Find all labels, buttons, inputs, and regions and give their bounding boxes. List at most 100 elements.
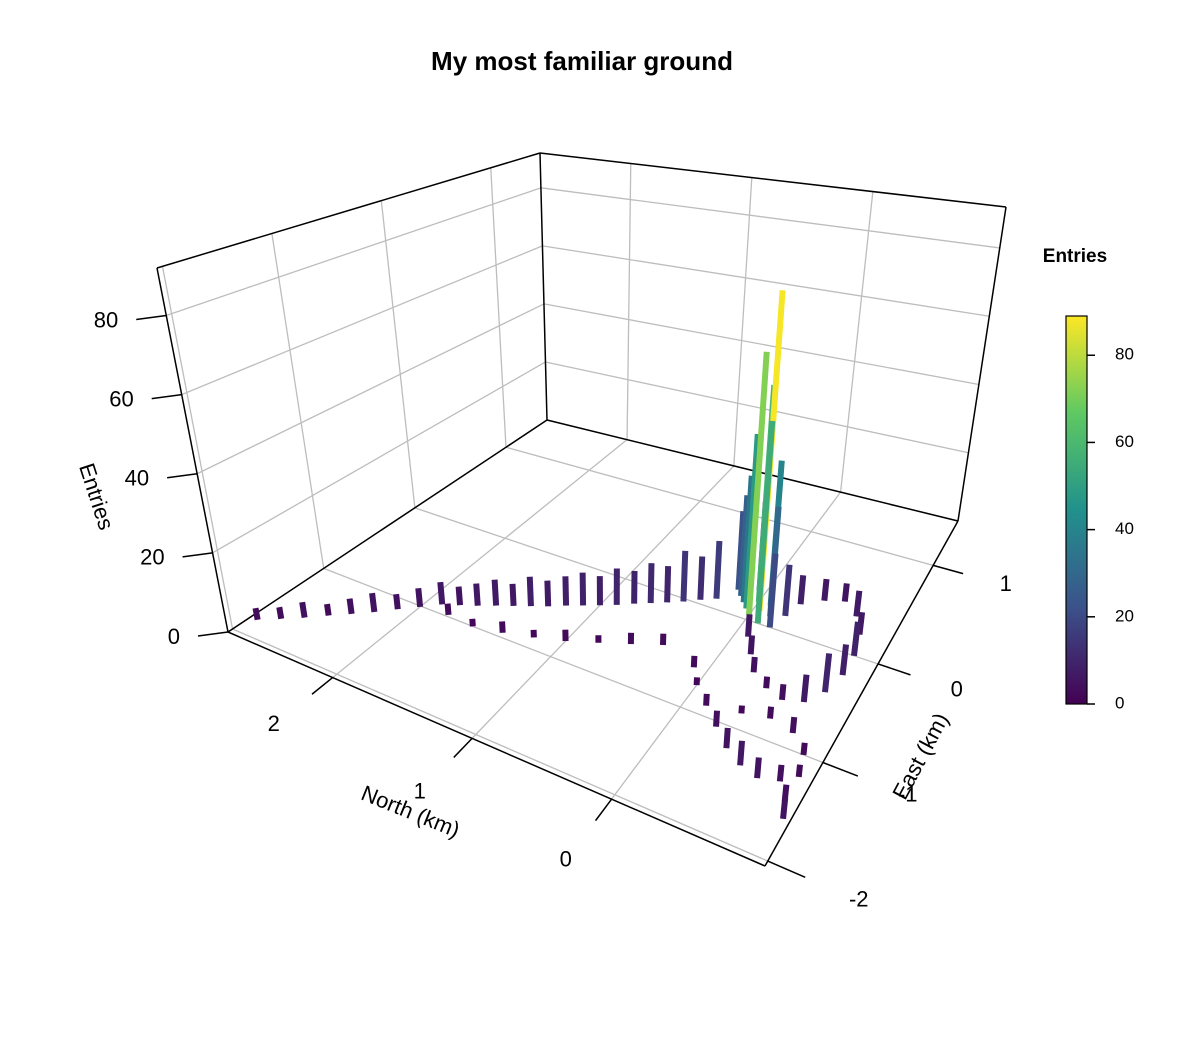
x-axis-label: North (km) [358, 780, 464, 842]
bar [499, 621, 506, 633]
colorbar-tick-label: 40 [1115, 519, 1134, 538]
bar [703, 693, 710, 706]
bar [544, 580, 552, 607]
box-edge [539, 152, 548, 421]
grid-line [380, 200, 416, 508]
bar [839, 644, 850, 676]
bar [697, 556, 706, 600]
bar [740, 475, 755, 603]
bar [324, 603, 332, 616]
x-tick [311, 677, 334, 695]
bar [664, 566, 672, 603]
box-edge [227, 631, 766, 867]
y-tick [767, 860, 806, 879]
bar [800, 674, 810, 703]
colorbar-tick-label: 20 [1115, 606, 1134, 625]
z-axis-label: Entries [74, 460, 119, 533]
bar [754, 420, 776, 624]
bar [780, 797, 789, 820]
bar [690, 655, 698, 668]
bar [754, 757, 762, 779]
bar [680, 550, 689, 602]
x-tick [594, 798, 613, 822]
bar [763, 676, 771, 689]
bar [444, 603, 452, 616]
box-edge [957, 206, 1007, 522]
bar [415, 587, 424, 608]
y-tick [822, 761, 859, 777]
z-tick-label: 20 [140, 545, 164, 570]
colorbar-tick-label: 80 [1115, 345, 1134, 364]
z-tick [197, 631, 229, 637]
box-edge [156, 152, 541, 269]
bar [766, 553, 779, 628]
bar [853, 590, 863, 617]
bar [795, 764, 803, 778]
bar [491, 579, 500, 606]
colorbar [1065, 315, 1088, 705]
bar [299, 601, 308, 619]
bar [252, 607, 261, 621]
bar [797, 575, 807, 605]
bar [346, 598, 355, 615]
bar [723, 727, 731, 749]
bar [437, 581, 446, 605]
grid-line [490, 167, 507, 448]
grid-line [181, 245, 543, 396]
grid-line [271, 233, 325, 569]
bar [713, 540, 723, 599]
bar [469, 618, 476, 627]
bar [745, 614, 753, 637]
z-tick-label: 40 [125, 466, 149, 491]
bar [821, 653, 833, 693]
bar [779, 683, 787, 701]
y-tick [877, 663, 911, 676]
z-tick [182, 552, 213, 558]
bar [800, 742, 808, 756]
bar [821, 578, 830, 602]
bar [393, 593, 401, 610]
y-tick-label: 1 [1000, 571, 1012, 596]
bar [455, 586, 464, 606]
grid-line [540, 187, 1000, 249]
x-tick-label: 1 [414, 779, 426, 804]
box-edge [764, 520, 959, 867]
box-edge [539, 152, 1007, 208]
x-tick [453, 737, 473, 758]
z-tick [151, 393, 182, 400]
grid-line [545, 361, 969, 454]
bar [713, 710, 721, 727]
bar [767, 706, 775, 719]
z-tick [136, 314, 167, 321]
z-tick-label: 0 [168, 624, 180, 649]
grid-line [839, 191, 874, 493]
box-edge [156, 267, 229, 633]
bar [509, 583, 517, 607]
grid-line [542, 245, 990, 317]
bar [750, 656, 758, 673]
bar [369, 592, 378, 613]
z-tick [167, 472, 198, 479]
bar [738, 495, 751, 597]
bar [851, 621, 861, 657]
grid-line [166, 187, 542, 317]
y-tick-label: 0 [951, 676, 963, 701]
bar [745, 351, 770, 616]
x-tick-label: 0 [560, 846, 572, 871]
bar [776, 764, 785, 782]
colorbar-title: Entries [1043, 246, 1107, 267]
z-tick-label: 80 [94, 307, 118, 332]
box-edge [227, 419, 548, 633]
grid-line [212, 361, 546, 554]
grid-line [611, 491, 842, 800]
grid-line [414, 507, 879, 665]
bar [276, 606, 285, 620]
bar [473, 583, 481, 606]
grid-line [232, 628, 769, 862]
colorbar-tick-label: 0 [1115, 693, 1124, 712]
bar [526, 576, 534, 607]
bar [738, 705, 745, 714]
colorbar-tick-label: 60 [1115, 432, 1134, 451]
bar [743, 433, 761, 609]
